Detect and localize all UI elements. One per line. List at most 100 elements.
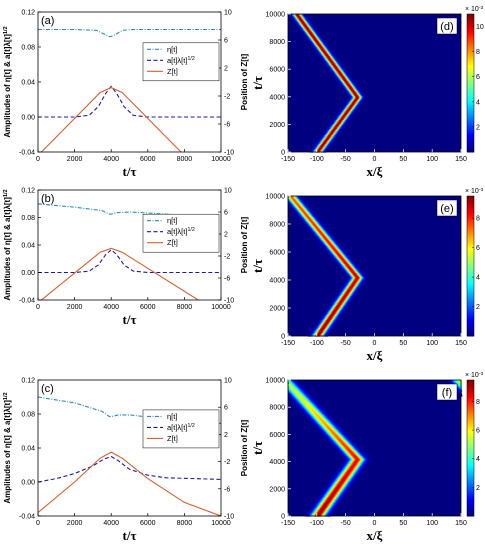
legend-entry: η[t] xyxy=(167,412,177,421)
legend-entry: a[t]λ[t]1/2 xyxy=(167,423,195,432)
y2-tick-label: -6 xyxy=(224,276,230,283)
panel-label-box: (d) xyxy=(436,17,458,35)
x-tick-label: 150 xyxy=(455,156,467,163)
x-tick-label: -50 xyxy=(341,520,351,527)
x-tick-label: 150 xyxy=(455,520,467,527)
x-tick-label: 6000 xyxy=(140,304,156,311)
x-tick-label: 2000 xyxy=(67,304,83,311)
legend-entry: Z[t] xyxy=(167,67,178,76)
legend-entry: η[t] xyxy=(167,216,177,225)
x-tick-label: 50 xyxy=(399,520,407,527)
colorbar-tick-label: 10 xyxy=(476,24,484,31)
colorbar: 2 4 6 8 10 × 10-3 xyxy=(465,5,484,153)
y-axis-label: Amplitudes of η[t] & a[t]λ[t]1/2 xyxy=(3,26,12,137)
x-tick-label: 2000 xyxy=(67,520,83,527)
y2-axis-label: Position of Z[t] xyxy=(240,216,249,273)
x-tick-label: 4000 xyxy=(103,520,119,527)
x-tick-label: 10000 xyxy=(211,520,231,527)
y-tick-label: 6000 xyxy=(269,432,285,439)
colorbar-tick-label: 2 xyxy=(476,124,480,131)
y-tick-label: 2000 xyxy=(269,122,285,129)
y2-tick-label: 2 xyxy=(224,432,228,439)
panel-label: (e) xyxy=(440,203,453,215)
y-tick-label: 0.04 xyxy=(21,446,35,453)
y2-tick-label: -2 xyxy=(224,94,230,101)
colorbar-tick-label: 8 xyxy=(476,399,480,406)
colorbar-frame xyxy=(466,379,475,517)
y-tick-label: 0.12 xyxy=(21,10,35,17)
panel-label-box: (f) xyxy=(436,383,458,401)
y2-axis-label: Position of Z[t] xyxy=(240,53,249,110)
y-tick-label: 8000 xyxy=(269,405,285,412)
heatmap-cells xyxy=(288,380,463,517)
x-tick-label: 4000 xyxy=(103,304,119,311)
y2-tick-label: 10 xyxy=(224,188,232,195)
y2-tick-label: -10 xyxy=(224,150,234,157)
x-axis-label: x/ξ xyxy=(367,528,383,543)
heatmap-panel-f: -150 -100 -50 0 50 100 150 0 2000 4000 6000 8000 100… xyxy=(250,371,483,544)
y-axis-label: t/τ xyxy=(250,76,265,90)
colorbar: 2 4 6 8 × 10-3 xyxy=(465,187,483,337)
x-tick-label: 100 xyxy=(426,520,438,527)
x-tick-label: 2000 xyxy=(67,156,83,163)
legend-entry: η[t] xyxy=(167,45,177,54)
colorbar-frame xyxy=(466,13,475,153)
y-tick-label: 8000 xyxy=(269,222,285,229)
x-tick-label: 100 xyxy=(426,156,438,163)
x-tick-label: 0 xyxy=(373,156,377,163)
y-tick-label: 2000 xyxy=(269,486,285,493)
y-tick-label: 0.04 xyxy=(21,80,35,87)
y-tick-label: 0.04 xyxy=(21,243,35,250)
y2-tick-label: 10 xyxy=(224,10,232,17)
legend-entry: a[t]λ[t]1/2 xyxy=(167,227,195,236)
y2-tick-label: -6 xyxy=(224,486,230,493)
y2-tick-label: -6 xyxy=(224,122,230,129)
series-line-1 xyxy=(38,28,221,38)
series-line-2 xyxy=(38,85,221,118)
y-tick-label: 0.00 xyxy=(21,270,35,277)
x-axis-label: x/ξ xyxy=(367,164,383,179)
y-axis-label: t/τ xyxy=(250,259,265,273)
x-tick-label: 6000 xyxy=(140,156,156,163)
y-tick-label: 0.12 xyxy=(21,378,35,385)
legend: η[t] a[t]λ[t]1/2 Z[t] xyxy=(142,409,220,449)
y-tick-label: -0.04 xyxy=(19,298,35,305)
heatmap-panel-d: -150 -100 -50 0 50 100 150 0 2000 4000 6000 8000 100… xyxy=(250,5,484,180)
legend: η[t] a[t]λ[t]1/2 Z[t] xyxy=(142,42,220,82)
series-line-1 xyxy=(38,203,221,219)
panel-label: (f) xyxy=(442,387,452,399)
y2-tick-label: -10 xyxy=(224,298,234,305)
x-tick-label: 8000 xyxy=(177,156,193,163)
y-tick-label: 0.08 xyxy=(21,215,35,222)
x-axis-label: t/τ xyxy=(123,312,137,327)
y-tick-label: 6000 xyxy=(269,250,285,257)
colorbar-tick-label: 6 xyxy=(476,74,480,81)
y-tick-label: 4000 xyxy=(269,278,285,285)
y-axis-label: t/τ xyxy=(250,441,265,455)
x-axis-label: t/τ xyxy=(123,528,137,543)
y2-tick-label: 6 xyxy=(224,405,228,412)
y-tick-label: 10000 xyxy=(266,194,286,201)
series-line-3 xyxy=(38,451,221,516)
y2-tick-label: 6 xyxy=(224,210,228,217)
x-tick-label: 0 xyxy=(373,340,377,347)
y2-tick-label: 6 xyxy=(224,38,228,45)
heatmap-cells xyxy=(288,196,368,337)
x-tick-label: 8000 xyxy=(177,304,193,311)
x-axis-label: x/ξ xyxy=(367,348,383,363)
y-tick-label: 0 xyxy=(281,514,285,521)
x-tick-label: -100 xyxy=(310,156,324,163)
x-tick-label: -50 xyxy=(341,340,351,347)
x-tick-label: 150 xyxy=(455,340,467,347)
colorbar: 2 4 6 8 × 10-3 xyxy=(465,371,483,517)
y-tick-label: 0.00 xyxy=(21,480,35,487)
series-line-3 xyxy=(40,247,200,300)
panel-label-box: (e) xyxy=(436,199,458,217)
y2-axis-label: Position of Z[t] xyxy=(240,419,249,476)
x-tick-label: 0 xyxy=(36,520,40,527)
y-axis-label: Amplitudes of η[t] & a[t]λ[t]1/2 xyxy=(3,189,12,300)
y-tick-label: 0.08 xyxy=(21,412,35,419)
y-tick-label: 0.12 xyxy=(21,188,35,195)
y2-tick-label: 2 xyxy=(224,66,228,73)
